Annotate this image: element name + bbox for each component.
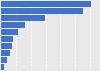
Bar bbox=[1, 22, 25, 28]
Bar bbox=[1, 43, 12, 49]
Bar bbox=[1, 57, 7, 63]
Bar bbox=[1, 29, 18, 35]
Bar bbox=[1, 1, 91, 7]
Bar bbox=[1, 8, 83, 14]
Bar bbox=[1, 15, 45, 21]
Bar bbox=[1, 36, 14, 42]
Bar bbox=[1, 50, 10, 56]
Bar bbox=[1, 64, 4, 70]
